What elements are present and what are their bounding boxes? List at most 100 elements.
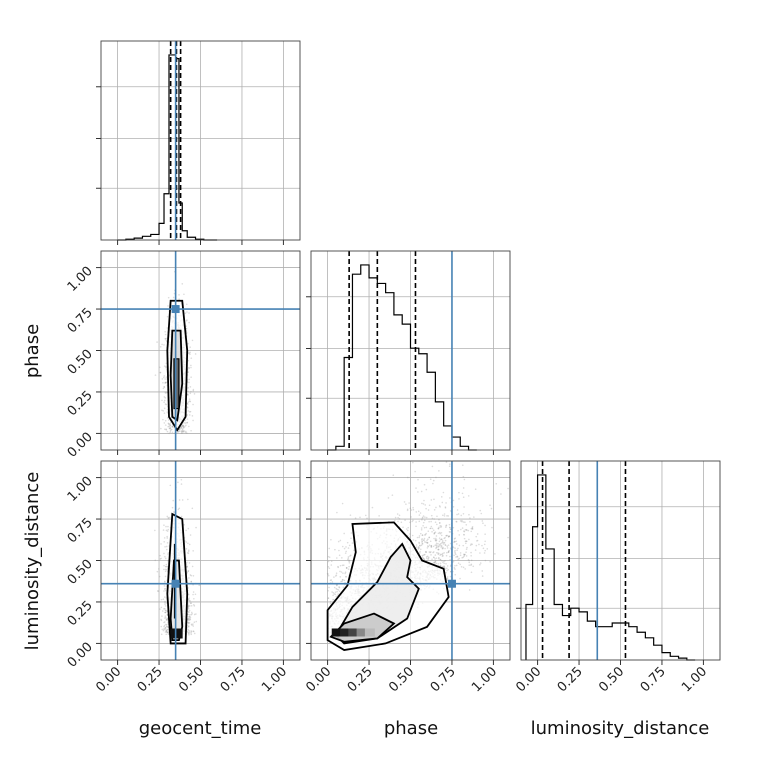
sample-point [482,547,485,550]
sample-point [187,527,190,530]
sample-point [186,413,188,416]
sample-point [187,401,190,403]
sample-point [331,591,333,593]
sample-point [187,570,190,573]
hist-panel-phase [306,250,511,455]
sample-point [170,429,172,431]
sample-point [432,551,435,553]
sample-point [193,393,196,395]
sample-point [161,409,163,412]
sample-point [164,626,167,629]
truth-marker [171,579,180,588]
sample-point [159,371,162,374]
sample-point [183,293,185,296]
sample-point [425,559,428,562]
sample-point [330,564,333,566]
sample-point [183,430,185,433]
sample-point [429,551,431,554]
sample-point [474,549,477,551]
sample-point [419,552,421,554]
sample-point [192,389,195,392]
sample-point [442,554,444,557]
sample-point [347,556,350,558]
sample-point [161,343,163,346]
sample-point [171,431,174,434]
sample-point [436,523,438,526]
sample-point [186,418,189,420]
sample-point [435,542,438,545]
sample-point [449,542,452,545]
sample-point [338,586,340,588]
sample-point [418,547,420,549]
sample-point [423,519,426,522]
sample-point [453,554,455,557]
sample-point [468,513,470,516]
sample-point [178,428,181,431]
sample-point [433,561,436,564]
sample-point [350,532,353,534]
sample-point [188,611,190,614]
sample-point [166,542,169,544]
sample-point [164,603,166,605]
sample-point [349,514,352,516]
sample-point [405,503,407,505]
sample-point [184,431,187,434]
sample-point [189,574,192,576]
sample-point [166,327,169,329]
sample-point [430,545,433,548]
sample-point [454,573,457,576]
sample-point [164,628,167,630]
sample-point [181,424,184,427]
sample-point [434,558,436,560]
sample-point [177,508,180,511]
sample-point [427,545,430,548]
sample-point [183,429,185,432]
x-tick-label: 0.75 [638,664,669,695]
sample-point [190,602,192,605]
sample-point [435,476,437,479]
sample-point [164,333,167,336]
sample-point [422,557,425,560]
sample-point [425,557,428,559]
contour-line [173,358,180,410]
sample-point [457,547,459,550]
sample-point [180,478,183,481]
sample-point [160,618,162,621]
histogram-luminosity_distance [525,474,696,661]
sample-point [333,598,335,601]
sample-point [431,527,434,530]
sample-point [345,546,347,548]
sample-point [470,571,473,574]
sample-point [190,581,193,583]
sample-point [458,557,461,560]
sample-point [163,628,165,631]
sample-point [483,552,486,554]
sample-point [166,411,169,413]
sample-point [425,550,427,553]
sample-point [442,561,444,564]
sample-point [191,415,194,417]
sample-point [166,614,169,616]
sample-point [186,414,188,417]
sample-point [166,617,169,620]
sample-point [443,541,445,544]
sample-point [461,557,463,559]
sample-point [154,374,157,376]
sample-point [447,551,450,554]
sample-point [446,565,449,567]
sample-point [166,569,169,571]
density-cell [356,628,367,637]
sample-point [165,339,168,342]
sample-point [166,565,169,568]
sample-point [406,508,409,511]
sample-point [419,545,421,547]
sample-point [166,619,169,622]
sample-point [433,561,435,564]
sample-point [440,538,443,541]
sample-point [432,479,435,482]
sample-point [447,568,450,571]
sample-point [167,633,170,635]
sample-point [449,575,452,578]
sample-point [187,617,189,620]
sample-point [464,568,466,570]
